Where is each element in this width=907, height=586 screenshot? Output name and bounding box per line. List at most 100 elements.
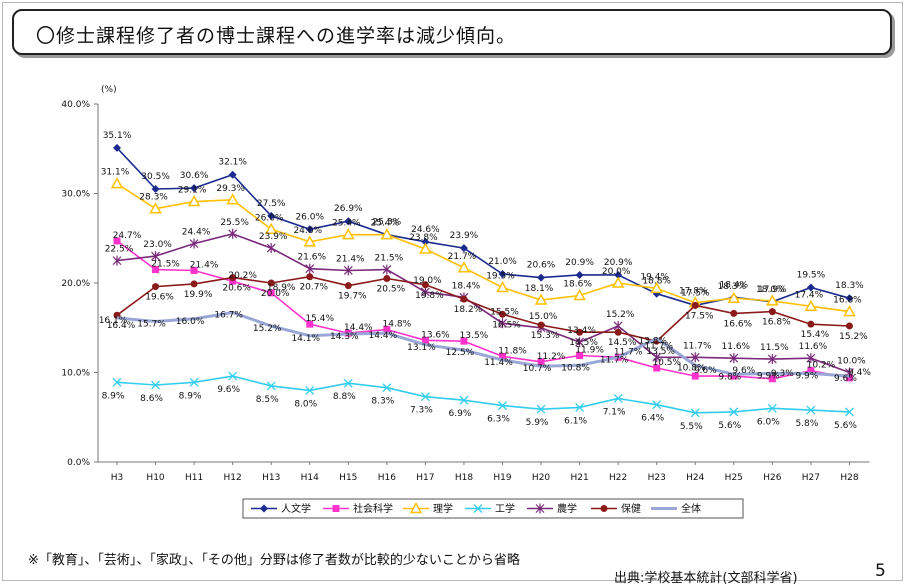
series-line [116,275,850,343]
legend-entry: 全体 [681,502,701,515]
data-point [303,235,317,247]
data-label: 11.2% [537,352,566,362]
data-point [457,261,471,273]
data-point [843,305,856,317]
data-label: 11.8% [498,346,527,356]
data-label: 25.4% [332,219,361,229]
slide-title: 〇修士課程修了者の博士課程への進学率は減少傾向。 [36,25,517,47]
data-label: 27.5% [257,199,286,209]
legend-marker [260,504,268,513]
data-label: 9.8% [718,372,741,382]
x-tick-label: H18 [455,473,473,483]
data-point [691,301,699,309]
data-label: 25.4% [371,219,400,229]
x-tick-label: H17 [416,473,434,483]
data-label: 16.7% [214,311,243,321]
data-label: 16.0% [176,317,205,327]
data-point [113,143,121,152]
data-label: 20.2% [228,271,257,281]
legend-entry: 理学 [433,502,453,515]
x-tick-label: H16 [378,473,396,483]
data-point [727,291,741,303]
data-point [152,283,160,291]
data-label: 18.4% [720,280,749,290]
data-point [730,372,738,380]
data-label: 19.8% [415,291,444,301]
data-label: 11.7% [600,355,629,365]
data-point [729,353,739,364]
data-label: 16.6% [724,319,753,329]
data-point [844,407,854,417]
data-point [611,276,625,288]
data-label: 8.3% [371,397,394,407]
data-label: 9.3% [771,369,794,379]
data-label: 10.2% [807,361,836,371]
data-label: 8.9% [179,391,202,401]
data-point [382,264,392,275]
data-point [653,364,661,372]
data-label: 8.6% [140,394,163,404]
data-label: 8.9% [102,391,125,401]
data-point [267,211,276,220]
data-label: 24.7% [113,231,142,241]
data-point [229,277,237,285]
data-point [226,193,239,205]
data-point [729,407,739,417]
x-tick-label: H19 [493,473,511,483]
data-label: 14.3% [330,332,359,342]
data-point [691,372,699,380]
data-point [807,320,815,328]
data-label: 6.0% [757,417,780,427]
data-point [380,228,394,240]
x-tick-label: H15 [339,473,357,483]
data-point [690,352,700,363]
data-point [421,281,429,289]
data-label: 32.1% [218,158,247,168]
source-note: 出典:学校基本統計(文部科学省) [614,571,798,586]
data-point [534,293,548,305]
y-tick-label: 20.0% [61,279,90,289]
data-label: 29.1% [178,186,207,196]
data-label: 5.6% [718,421,741,431]
data-label: 24.6% [293,226,322,236]
x-tick-label: H25 [725,473,743,483]
data-label: 7.1% [603,407,626,417]
x-tick-label: H21 [570,473,588,483]
data-label: 19.6% [145,293,174,303]
data-label: 21.6% [297,253,326,263]
data-label: 11.7% [614,347,643,357]
data-label: 25.5% [220,218,249,228]
x-tick-label: H10 [146,473,164,483]
data-point [575,337,585,348]
data-label: 26.0% [255,213,284,223]
data-label: 11.4% [484,358,513,368]
data-point [267,289,275,297]
data-point [343,265,353,276]
data-label: 15.0% [529,312,558,322]
data-point [690,408,700,418]
data-point [768,308,776,316]
data-label: 10.0% [837,357,866,367]
legend-entry: 農学 [557,502,577,515]
data-label: 9.9% [757,371,780,381]
data-point [804,299,818,312]
data-point [305,225,314,234]
data-label: 31.1% [101,168,130,178]
data-label: 16.8% [762,318,791,328]
data-label: 9.9% [795,371,818,381]
data-label: 11.7% [644,341,673,351]
data-label: 18.3% [718,282,747,292]
data-point [536,404,546,414]
data-point [149,202,162,214]
data-point [228,371,238,381]
data-point [110,177,124,189]
data-label: 17.4% [795,290,824,300]
data-label: 15.4% [801,330,830,340]
y-tick-label: 10.0% [61,369,90,379]
data-label: 20.0% [602,267,631,277]
data-point [152,266,160,274]
data-point [266,381,276,391]
data-label: 29.3% [216,184,245,194]
